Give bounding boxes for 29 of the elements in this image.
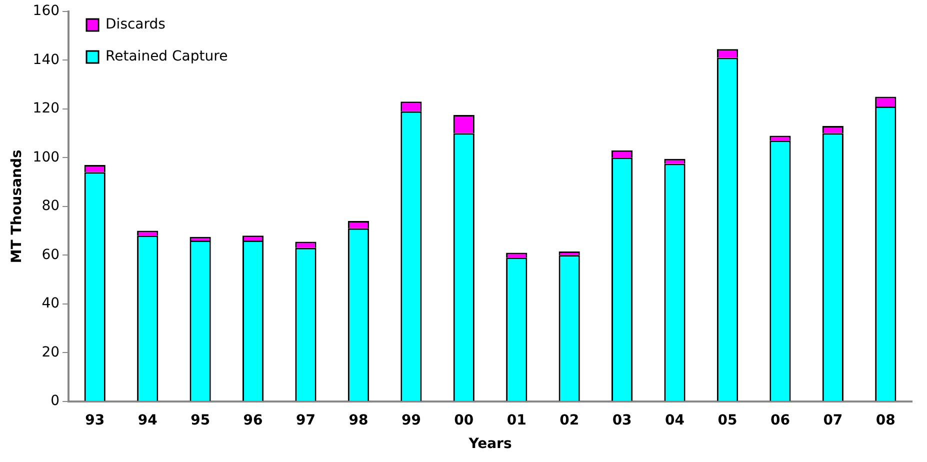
y-tick-label: 0 — [50, 393, 60, 410]
y-axis-title: MT Thousands — [9, 150, 26, 264]
x-tick-label: 98 — [348, 412, 368, 428]
x-tick-label: 05 — [718, 412, 738, 428]
x-tick-label: 96 — [243, 412, 263, 428]
y-tick-label: 40 — [42, 296, 60, 312]
x-tick-label: 02 — [560, 412, 580, 428]
x-tick-label: 03 — [612, 412, 632, 428]
y-tick-label: 140 — [32, 52, 60, 68]
y-tick-label: 20 — [42, 344, 60, 360]
x-tick-label: 00 — [454, 412, 474, 428]
x-tick-label: 94 — [138, 412, 158, 428]
x-axis-title: Years — [468, 436, 512, 452]
x-tick-label: 04 — [665, 412, 685, 428]
x-tick-label: 93 — [85, 412, 105, 428]
y-tick-label: 120 — [32, 100, 60, 117]
y-tick-label: 100 — [32, 149, 60, 166]
x-tick-label: 99 — [401, 412, 421, 428]
x-tick-label: 97 — [296, 412, 316, 428]
x-tick-label: 01 — [506, 412, 526, 428]
legend-label: Retained Capture — [106, 48, 228, 65]
x-tick-label: 06 — [770, 412, 790, 428]
y-tick-label: 160 — [32, 3, 60, 20]
x-tick-label: 07 — [823, 412, 843, 428]
x-tick-label: 08 — [876, 412, 896, 428]
x-tick-label: 95 — [190, 412, 210, 428]
legend-label: Discards — [106, 16, 166, 33]
y-tick-label: 80 — [42, 198, 60, 214]
y-tick-label: 60 — [42, 246, 60, 263]
